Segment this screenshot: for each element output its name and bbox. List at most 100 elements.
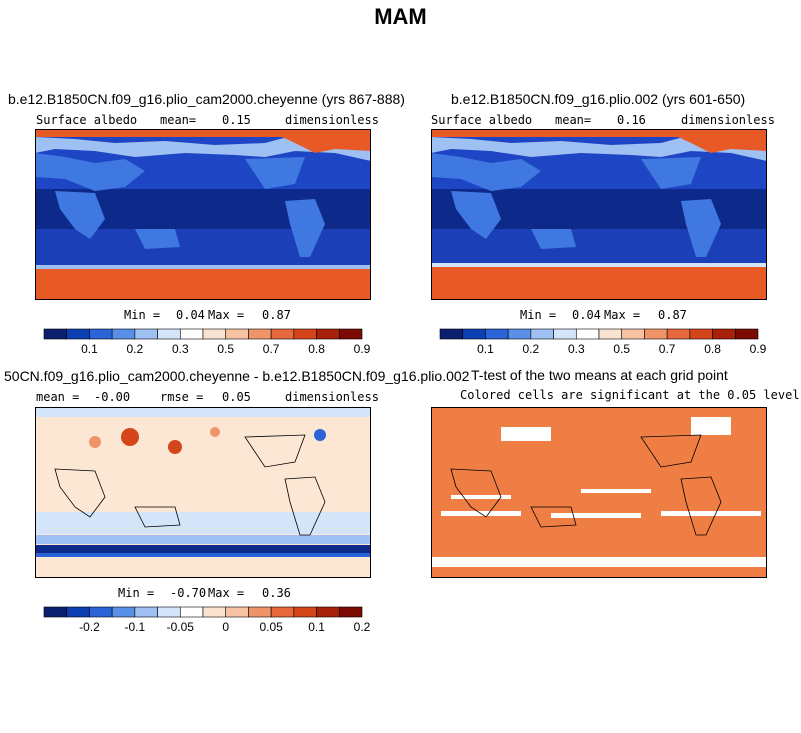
colorbar-swatch — [134, 328, 158, 340]
panel4-map — [431, 407, 767, 578]
panel3-min-label: Min = — [118, 586, 155, 600]
colorbar-tick-label: 0.8 — [308, 342, 325, 356]
panel2-north-america — [641, 157, 701, 189]
colorbar-swatch — [689, 328, 713, 340]
panel3-rmse-value: 0.05 — [222, 390, 251, 404]
colorbar-swatch — [644, 328, 668, 340]
colorbar-tick-label: 0.1 — [81, 342, 98, 356]
panel1-variable: Surface albedo — [36, 113, 138, 127]
panel1-australia — [135, 229, 180, 249]
colorbar-tick-label: 0.2 — [523, 342, 540, 356]
panel3-southern-band-2 — [35, 535, 371, 544]
panel3-south-america-outline — [284, 476, 326, 536]
panel1-colorbar: 0.1 0.2 0.3 0.5 0.7 0.8 0.9 — [43, 328, 370, 356]
panel3-greenland-blue — [314, 429, 326, 441]
colorbar-swatch — [575, 328, 600, 340]
panel2-northern-land — [431, 135, 767, 161]
colorbar-swatch — [111, 328, 136, 340]
panel3-mean-label: mean = — [36, 390, 80, 404]
panel1-northern-land — [35, 135, 371, 161]
panel1-antarctica — [35, 267, 371, 300]
colorbar-tick-label: 0.2 — [127, 342, 144, 356]
panel2-africa — [451, 191, 501, 239]
colorbar-swatch — [179, 606, 204, 618]
colorbar-tick-label: -0.2 — [79, 620, 100, 634]
colorbar-tick-label: 0.5 — [217, 342, 234, 356]
panel1-map — [35, 129, 371, 300]
panel3-max-value: 0.36 — [262, 586, 291, 600]
panel3-min-value: -0.70 — [170, 586, 207, 600]
colorbar-swatch — [530, 328, 554, 340]
panel4-nonsig-antarctic — [431, 557, 767, 567]
panel2-max-value: 0.87 — [658, 308, 687, 322]
panel3-north-america-outline — [244, 434, 306, 468]
panel4-nonsig-band-5 — [581, 489, 651, 493]
colorbar-swatch — [89, 606, 113, 618]
colorbar-swatch — [439, 328, 464, 340]
panel3-africa-outline — [54, 468, 106, 518]
panel3-units: dimensionless — [285, 390, 379, 404]
panel1-min-label: Min = — [124, 308, 161, 322]
panel1-mean-label: mean= — [160, 113, 197, 127]
colorbar-tick-label: 0.9 — [354, 342, 370, 356]
season-title: MAM — [374, 4, 427, 29]
panel2-arctic-ice — [431, 129, 767, 137]
colorbar-swatch — [225, 328, 249, 340]
panel1-africa — [55, 191, 105, 239]
colorbar-tick-label: 0.7 — [263, 342, 280, 356]
colorbar-tick-label: -0.05 — [167, 620, 195, 634]
panel3-map — [35, 407, 371, 578]
colorbar-tick-label: 0.7 — [659, 342, 676, 356]
colorbar-swatch — [111, 606, 136, 618]
panel4-nonsig-band-3 — [661, 511, 761, 516]
panel2-greenland — [661, 129, 767, 153]
colorbar-swatch — [598, 328, 623, 340]
panel3-map-border — [35, 407, 371, 578]
panel1-greenland — [265, 129, 371, 153]
colorbar-tick-label: 0.1 — [477, 342, 494, 356]
colorbar-swatch — [157, 606, 181, 618]
colorbar-swatch — [89, 328, 113, 340]
colorbar-swatch — [712, 328, 736, 340]
panel1-title: b.e12.B1850CN.f09_g16.plio_cam2000.cheye… — [8, 91, 405, 107]
panel2-south-america — [681, 199, 721, 257]
panel4-title: T-test of the two means at each grid poi… — [471, 367, 728, 383]
colorbar-swatch — [248, 606, 272, 618]
panel3-beringia-hotspot — [210, 427, 220, 437]
colorbar-swatch — [293, 328, 317, 340]
colorbar-swatch — [43, 328, 68, 340]
colorbar-swatch — [316, 606, 340, 618]
colorbar-swatch — [270, 606, 295, 618]
colorbar-swatch — [316, 328, 340, 340]
panel2-mean-value: 0.16 — [617, 113, 646, 127]
panel1-max-value: 0.87 — [262, 308, 291, 322]
colorbar-tick-label: 0.05 — [259, 620, 283, 634]
colorbar-swatch — [338, 606, 363, 618]
colorbar-swatch — [134, 606, 158, 618]
panel1-max-label: Max = — [208, 308, 245, 322]
panel1-eurasia — [35, 153, 145, 191]
panel2-eurasia — [431, 153, 541, 191]
colorbar-swatch — [248, 328, 272, 340]
panel2-mean-label: mean= — [555, 113, 592, 127]
colorbar-tick-label: 0.3 — [172, 342, 189, 356]
colorbar-swatch — [66, 328, 90, 340]
colorbar-tick-label: 0.3 — [568, 342, 585, 356]
panel2-min-label: Min = — [520, 308, 557, 322]
panel4-subtitle: Colored cells are significant at the 0.0… — [460, 388, 800, 402]
panel3-colorbar: -0.2 -0.1 -0.05 0 0.05 0.1 0.2 — [43, 606, 370, 634]
panel2-australia — [531, 229, 576, 249]
colorbar-swatch — [66, 606, 90, 618]
panel4-nonsig-band-4 — [451, 495, 511, 499]
colorbar-swatch — [202, 328, 227, 340]
panel3-europe-hotspot — [89, 436, 101, 448]
panel2-antarctica — [431, 265, 767, 300]
colorbar-swatch — [553, 328, 577, 340]
panel4-south-america-outline — [680, 476, 722, 536]
colorbar-swatch — [43, 606, 68, 618]
colorbar-tick-label: 0.9 — [750, 342, 766, 356]
panel3-sea-ice-change — [35, 545, 371, 553]
panel1-south-america — [285, 199, 325, 257]
panel3-arctic-band — [35, 407, 371, 417]
panel1-arctic-ice — [35, 129, 371, 137]
